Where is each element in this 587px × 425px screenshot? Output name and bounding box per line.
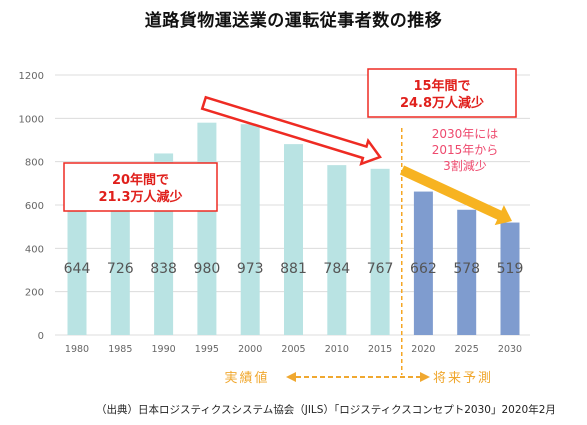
callout-left-box xyxy=(63,162,218,212)
callout-left-text: 21.3万人減少 xyxy=(98,189,182,205)
range-arrow-head-right xyxy=(420,372,430,382)
bar xyxy=(197,122,217,336)
y-tick-label: 1200 xyxy=(19,71,44,82)
x-tick-label: 1980 xyxy=(65,344,89,355)
x-tick-label: 2000 xyxy=(238,344,262,355)
x-tick-label: 2025 xyxy=(455,344,479,355)
bar xyxy=(240,124,260,335)
y-tick-label: 400 xyxy=(25,244,44,255)
callout-left-text: 20年間で xyxy=(112,172,169,188)
x-tick-label: 2005 xyxy=(281,344,305,355)
callout-right-text: 24.8万人減少 xyxy=(400,95,484,111)
bar-value-label: 662 xyxy=(410,261,437,277)
bar xyxy=(413,191,433,335)
x-tick-label: 2020 xyxy=(411,344,435,355)
forecast-annotation-text: 2015年から xyxy=(432,143,499,157)
callout-right-text: 15年間で xyxy=(413,78,470,94)
bar xyxy=(67,195,87,335)
range-arrow-head-left xyxy=(286,372,296,382)
bar-value-label: 578 xyxy=(453,261,480,277)
y-tick-label: 0 xyxy=(38,331,44,342)
source-note: （出典）日本ロジスティクスシステム協会（JILS）「ロジスティクスコンセプト20… xyxy=(96,404,556,416)
page-title: 道路貨物運送業の運転従事者数の推移 xyxy=(144,11,443,31)
bar xyxy=(500,222,520,335)
bar-value-label: 519 xyxy=(497,261,524,277)
bar xyxy=(457,209,477,335)
range-label-actual: 実績値 xyxy=(224,370,269,386)
bar xyxy=(327,165,347,335)
forecast-annotation-text: 2030年には xyxy=(432,127,499,141)
bar-value-label: 726 xyxy=(107,261,134,277)
x-tick-label: 2015 xyxy=(368,344,392,355)
bar-value-label: 980 xyxy=(194,261,221,277)
bar-value-label: 644 xyxy=(64,261,91,277)
x-tick-label: 1990 xyxy=(152,344,176,355)
forecast-annotation-text: 3割減少 xyxy=(443,158,487,173)
bar xyxy=(370,168,390,335)
x-tick-label: 2010 xyxy=(325,344,349,355)
y-tick-label: 200 xyxy=(25,288,44,299)
trend-arrow-actual xyxy=(200,95,382,166)
callout-right-box xyxy=(367,68,517,118)
range-label-forecast: 将来予測 xyxy=(433,371,493,386)
x-tick-label: 1985 xyxy=(108,344,132,355)
y-tick-label: 800 xyxy=(25,158,44,169)
x-tick-label: 1995 xyxy=(195,344,219,355)
bar-value-label: 784 xyxy=(323,261,350,277)
bar xyxy=(110,177,130,335)
trend-arrow-forecast xyxy=(399,165,512,226)
bar-value-label: 767 xyxy=(367,261,394,277)
y-tick-label: 600 xyxy=(25,201,44,212)
bar-value-label: 838 xyxy=(150,261,177,277)
bar xyxy=(284,144,303,335)
bar-value-label: 881 xyxy=(280,261,307,277)
x-tick-label: 2030 xyxy=(498,344,522,355)
bar-value-label: 973 xyxy=(237,261,264,277)
y-tick-label: 1000 xyxy=(19,114,44,125)
